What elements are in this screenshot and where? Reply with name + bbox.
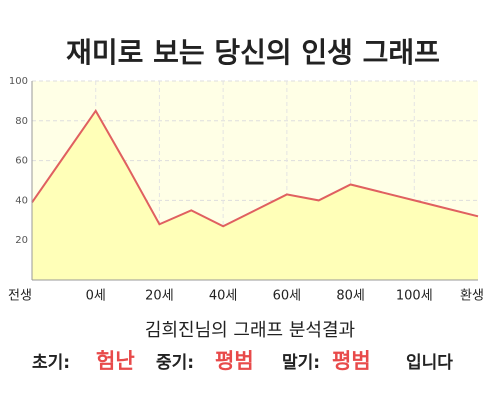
x-tick-label: 전생 [8, 289, 32, 304]
x-tick-label: 100세 [396, 289, 433, 304]
result-value: 평범 [215, 349, 254, 373]
x-tick-label: 60세 [273, 289, 302, 304]
y-tick-label: 40 [15, 195, 28, 206]
result-label: 중기: [156, 353, 194, 373]
y-tick-label: 80 [15, 116, 28, 127]
x-tick-label: 0세 [86, 289, 106, 304]
y-tick-label: 100 [9, 76, 28, 87]
line [31, 108, 479, 228]
area [32, 110, 478, 280]
result-heading: 김희진님의 그래프 분석결과 [145, 320, 355, 341]
result-value: 험난 [96, 349, 135, 373]
result-label: 말기: [282, 352, 320, 373]
chart-title: 재미로 보는 당신의 인생 그래프 [66, 36, 440, 69]
y-tick-label: 20 [15, 235, 28, 246]
result-value: 평범 [332, 349, 371, 373]
x-tick-label: 80세 [336, 289, 365, 304]
y-tick-label: 60 [15, 156, 28, 167]
result-ending: 입니다 [406, 353, 453, 373]
x-tick-label: 환생 [460, 289, 484, 304]
x-tick-label: 40세 [209, 289, 238, 304]
x-tick-label: 20세 [145, 289, 174, 304]
result-label: 초기: [32, 353, 70, 373]
